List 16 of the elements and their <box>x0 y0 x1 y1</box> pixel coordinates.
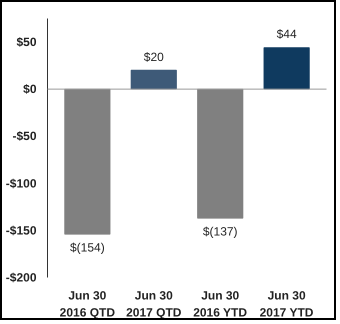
bar <box>64 88 110 235</box>
y-tick-label: -$50 <box>12 129 37 144</box>
x-tick-label: Jun 30 2017 YTD <box>260 288 314 320</box>
y-tick-label: -$150 <box>6 223 37 238</box>
x-tick-label: Jun 30 2016 YTD <box>193 288 248 320</box>
data-label: $(137) <box>202 224 238 239</box>
data-label: $20 <box>144 50 164 64</box>
bar <box>130 70 177 90</box>
y-tick-label: -$200 <box>6 270 37 284</box>
y-tick-label: $50 <box>16 35 37 50</box>
data-label: $44 <box>276 27 297 42</box>
y-tick-label: -$100 <box>6 176 37 190</box>
bar <box>264 47 310 90</box>
data-label: $(154) <box>70 240 105 255</box>
bar <box>197 88 244 219</box>
y-tick-label: $0 <box>23 82 37 96</box>
